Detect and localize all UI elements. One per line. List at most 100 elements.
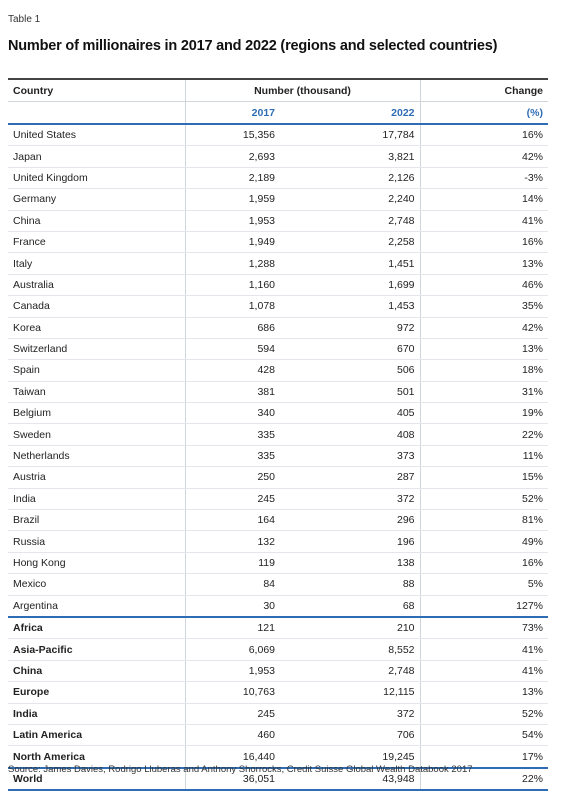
table-row: Russia 132 196 49%: [8, 530, 549, 553]
subheader-cell: [8, 101, 185, 125]
number-cell: 8,552: [280, 638, 421, 661]
number-cell: 22%: [419, 423, 549, 446]
table-row: Korea 686 972 42%: [8, 317, 549, 339]
number-cell: 18%: [419, 359, 549, 382]
number-cell: 132: [184, 530, 280, 553]
number-cell: 81%: [419, 509, 549, 532]
table-row: India 245 372 52%: [8, 703, 549, 725]
country-cell: Russia: [8, 530, 185, 553]
subheader-cell: 2022: [280, 101, 421, 125]
country-cell: Italy: [8, 252, 185, 275]
number-cell: 3,821: [280, 145, 421, 168]
number-cell: 501: [280, 381, 421, 404]
number-cell: 41%: [419, 210, 549, 232]
number-cell: 1,949: [184, 231, 280, 254]
country-cell: China: [8, 660, 185, 683]
number-cell: 42%: [419, 317, 549, 339]
number-cell: 405: [280, 402, 421, 425]
number-cell: 6,069: [184, 638, 280, 661]
number-cell: 1,288: [184, 252, 280, 275]
header-cell: Number (thousand): [184, 78, 421, 102]
table-title: Number of millionaires in 2017 and 2022 …: [8, 38, 498, 54]
table-row: Brazil 164 296 81%: [8, 509, 549, 532]
number-cell: 11%: [419, 445, 549, 468]
country-cell: Germany: [8, 188, 185, 211]
number-cell: 52%: [419, 488, 549, 511]
number-cell: 2,748: [280, 210, 421, 232]
country-cell: India: [8, 703, 185, 725]
country-cell: Mexico: [8, 573, 185, 596]
country-cell: Europe: [8, 681, 185, 704]
number-cell: 287: [280, 466, 421, 489]
number-cell: 35%: [419, 295, 549, 318]
country-cell: France: [8, 231, 185, 254]
number-cell: 408: [280, 423, 421, 446]
table-row: Japan 2,693 3,821 42%: [8, 145, 549, 168]
table-row: Argentina 30 68 127%: [8, 595, 549, 618]
country-cell: Japan: [8, 145, 185, 168]
table-row: China 1,953 2,748 41%: [8, 210, 549, 232]
number-cell: 13%: [419, 338, 549, 361]
number-cell: 138: [280, 552, 421, 575]
number-cell: 296: [280, 509, 421, 532]
table-row: Spain 428 506 18%: [8, 359, 549, 382]
country-cell: Spain: [8, 359, 185, 382]
number-cell: 54%: [419, 724, 549, 747]
country-cell: Sweden: [8, 423, 185, 446]
table: Country Number (thousand) Change 2017 20…: [8, 78, 549, 792]
table-row: France 1,949 2,258 16%: [8, 231, 549, 254]
country-cell: Belgium: [8, 402, 185, 425]
number-cell: 2,258: [280, 231, 421, 254]
number-cell: 84: [184, 573, 280, 596]
header-cell: Country: [8, 78, 185, 102]
number-cell: 1,953: [184, 660, 280, 683]
number-cell: 2,693: [184, 145, 280, 168]
subheader-row: 2017 2022 (%): [8, 101, 549, 125]
table-row: Sweden 335 408 22%: [8, 423, 549, 446]
number-cell: 16%: [419, 552, 549, 575]
table-row: North America 16,440 19,245 17%: [8, 745, 549, 769]
number-cell: 372: [280, 488, 421, 511]
country-cell: Hong Kong: [8, 552, 185, 575]
country-cell: Latin America: [8, 724, 185, 747]
number-cell: 381: [184, 381, 280, 404]
country-cell: United States: [8, 124, 185, 147]
number-cell: 428: [184, 359, 280, 382]
number-cell: 1,453: [280, 295, 421, 318]
number-cell: 121: [184, 615, 280, 640]
number-cell: 119: [184, 552, 280, 575]
number-cell: 245: [184, 488, 280, 511]
table-row: Asia-Pacific 6,069 8,552 41%: [8, 638, 549, 661]
table-row: Canada 1,078 1,453 35%: [8, 295, 549, 318]
number-cell: 31%: [419, 381, 549, 404]
number-cell: 5%: [419, 573, 549, 596]
country-cell: Netherlands: [8, 445, 185, 468]
number-cell: 15,356: [184, 124, 280, 147]
number-cell: 210: [280, 615, 421, 640]
number-cell: 13%: [419, 681, 549, 704]
number-cell: 13%: [419, 252, 549, 275]
number-cell: 19%: [419, 402, 549, 425]
table-label: Table 1: [8, 14, 41, 25]
table-row: India 245 372 52%: [8, 488, 549, 511]
number-cell: 49%: [419, 530, 549, 553]
subheader-cell: (%): [419, 101, 549, 125]
source-note: Source: James Davies, Rodrigo Lluberas a…: [8, 764, 473, 775]
country-cell: Taiwan: [8, 381, 185, 404]
number-cell: 686: [184, 317, 280, 339]
table-row: Germany 1,959 2,240 14%: [8, 188, 549, 211]
number-cell: 30: [184, 595, 280, 618]
country-cell: World: [8, 766, 185, 792]
table-row: Netherlands 335 373 11%: [8, 445, 549, 468]
number-cell: 2,126: [280, 167, 421, 190]
table-row: Austria 250 287 15%: [8, 466, 549, 489]
number-cell: 196: [280, 530, 421, 553]
country-cell: Korea: [8, 317, 185, 339]
number-cell: 972: [280, 317, 421, 339]
number-cell: 250: [184, 466, 280, 489]
country-cell: Africa: [8, 615, 185, 640]
number-cell: 127%: [419, 595, 549, 618]
table-row: Africa 121 210 73%: [8, 615, 549, 640]
table-row: Australia 1,160 1,699 46%: [8, 274, 549, 297]
